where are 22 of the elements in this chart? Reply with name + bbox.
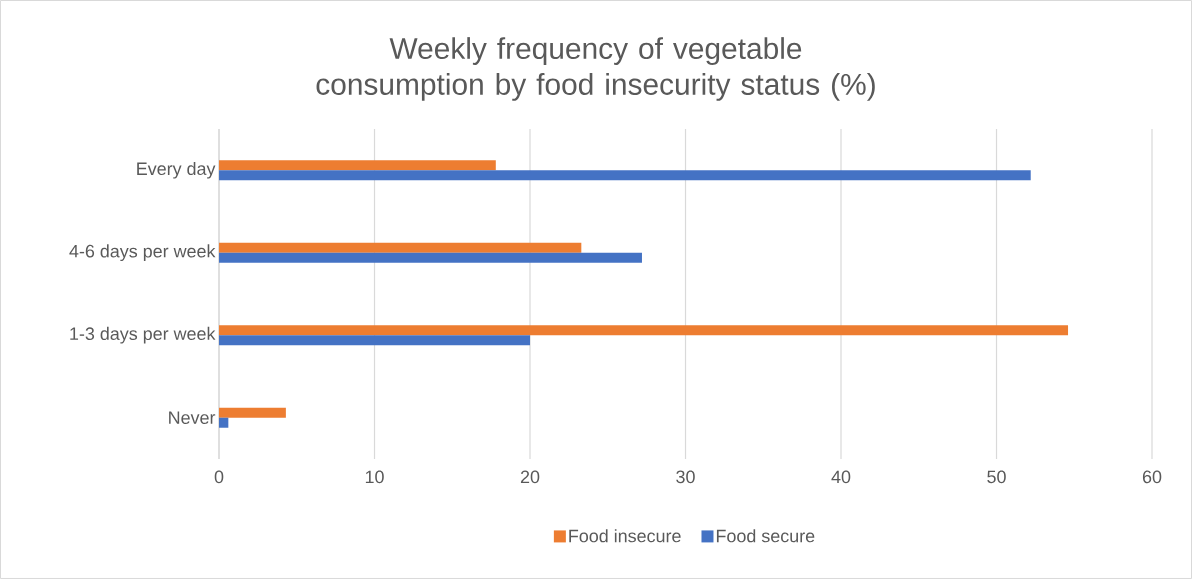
bar (219, 252, 642, 263)
legend-label: Food insecure (569, 529, 681, 543)
y-tick-label: Never (169, 411, 216, 424)
x-tick-label: 50 (987, 470, 1006, 484)
bar (219, 242, 582, 253)
x-tick-label: 30 (676, 470, 695, 484)
bar (219, 170, 1031, 181)
bar (219, 325, 1069, 336)
bar (219, 417, 229, 428)
legend-label: Food secure (716, 529, 815, 543)
x-tick-label: 0 (214, 470, 224, 484)
y-tick-label: 4-6 days per week (69, 244, 216, 262)
y-tick-label: Every day (137, 161, 216, 179)
x-tick-label: 60 (1142, 470, 1162, 484)
bar (219, 335, 531, 346)
chart-title: Weekly frequency of vegetable consumption by food insecurity status (%) (316, 37, 875, 101)
x-tick-label: 20 (520, 470, 540, 484)
x-tick-label: 40 (831, 470, 851, 484)
bar (219, 160, 496, 171)
y-tick-label: 1-3 days per week (70, 326, 216, 344)
x-tick-label: 10 (365, 470, 384, 484)
bar (219, 407, 286, 418)
